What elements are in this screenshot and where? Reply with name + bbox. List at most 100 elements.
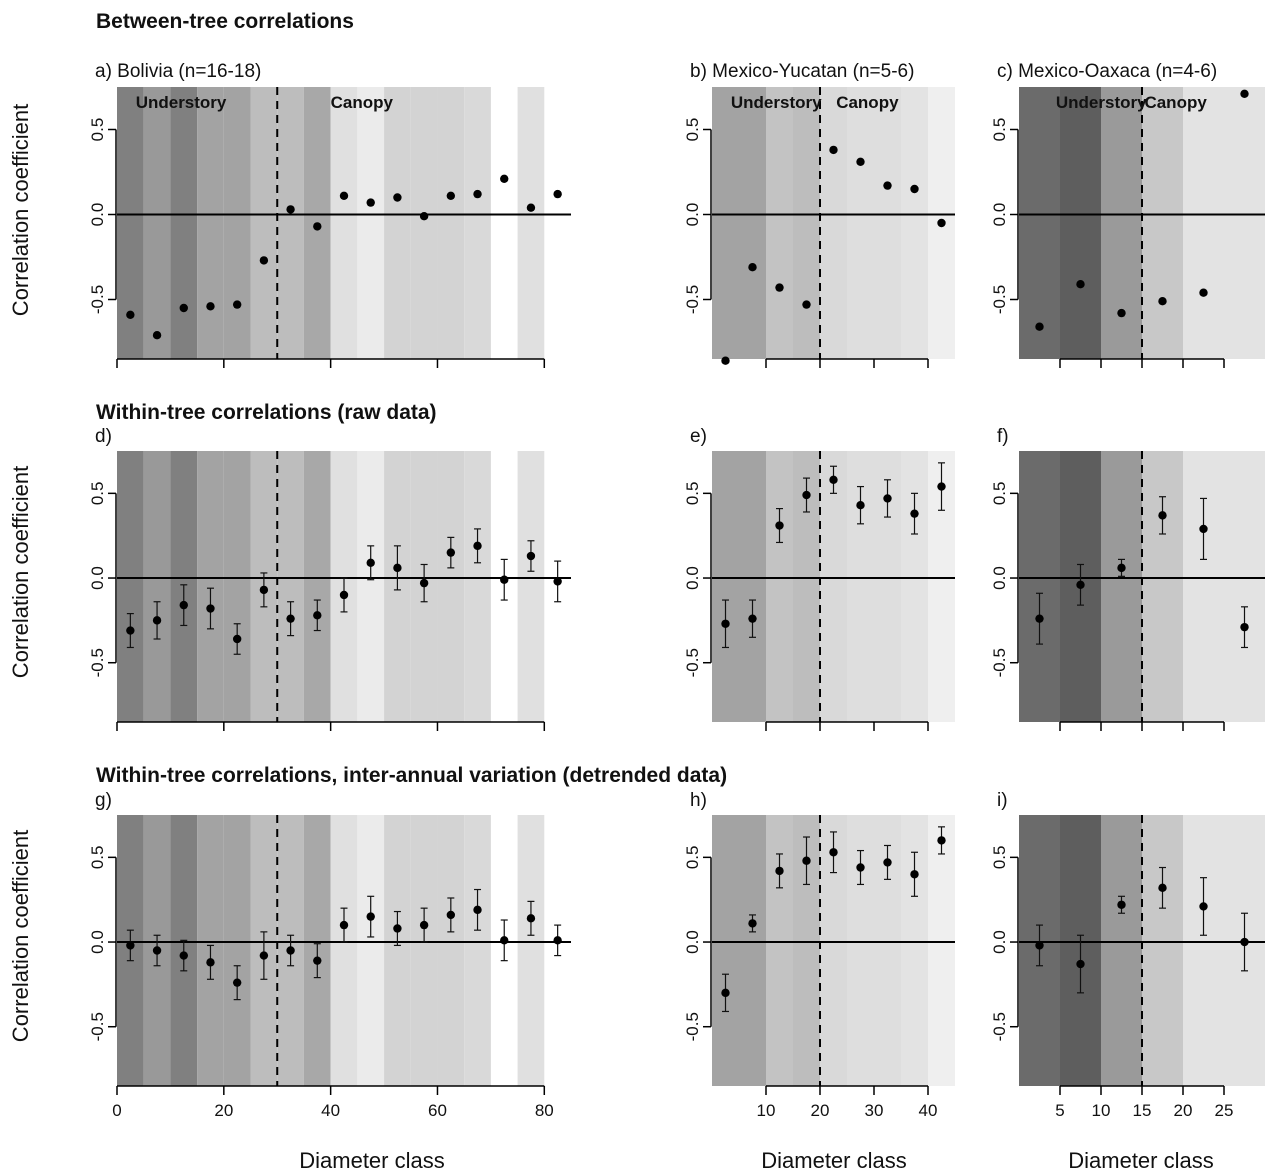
background-band [1183, 451, 1224, 722]
background-band [1101, 87, 1142, 359]
x-tick-label: 40 [321, 1101, 340, 1120]
panel-label-c: c) Mexico-Oaxaca (n=4-6) [997, 61, 1217, 82]
data-point [910, 509, 919, 518]
y-tick-label: -0.5 [683, 648, 702, 677]
panel-i: i) -0.5 0.0 0.5 5 10 15 20 25 [990, 790, 1265, 1120]
background-band [384, 815, 411, 1086]
data-point [500, 174, 509, 183]
data-point [1035, 941, 1044, 950]
data-point [526, 203, 536, 212]
x-tick-label: 40 [919, 1101, 938, 1120]
y-tick-label: -0.5 [990, 1012, 1009, 1041]
y-tick-label: 0.5 [88, 482, 107, 506]
data-point [206, 302, 215, 311]
background-band [1224, 87, 1265, 359]
data-point [152, 331, 162, 340]
panel-label-h: h) [690, 790, 707, 811]
data-point [313, 611, 322, 620]
data-point [856, 863, 865, 872]
background-band [410, 87, 438, 359]
y-tick-label: 0.0 [683, 203, 702, 227]
y-tick-label: 0.5 [683, 482, 702, 506]
background-band [303, 451, 331, 722]
background-band [384, 87, 411, 359]
data-point [259, 585, 269, 595]
data-point [126, 941, 135, 950]
data-point [366, 198, 375, 207]
background-band [1142, 451, 1183, 722]
background-band [1019, 451, 1060, 722]
background-band [1142, 815, 1183, 1086]
data-point [446, 910, 456, 920]
data-point [152, 616, 162, 625]
background-band [410, 815, 438, 1086]
background-band [1224, 451, 1265, 722]
data-point [1199, 524, 1208, 534]
data-point [1035, 614, 1044, 623]
background-band [739, 87, 766, 359]
zone-label-canopy: Canopy [1144, 93, 1207, 112]
y-tick-label: -0.5 [88, 285, 107, 314]
background-band [277, 451, 304, 722]
ylabel-row1: Correlation coefficient [8, 104, 33, 316]
data-point [286, 205, 295, 214]
y-tick-label: 0.0 [88, 203, 107, 227]
data-point [1199, 902, 1208, 911]
background-band [464, 451, 491, 722]
background-band [1019, 87, 1060, 359]
data-point [419, 578, 429, 588]
data-point [910, 870, 919, 879]
data-point [313, 956, 322, 965]
background-band [197, 451, 224, 722]
background-band [437, 87, 465, 359]
row-title-between-tree: Between-tree correlations [96, 10, 354, 33]
background-band [517, 815, 545, 1086]
background-band [464, 815, 491, 1086]
data-point [179, 951, 188, 960]
data-point [232, 300, 242, 309]
background-band [223, 87, 251, 359]
data-point [1158, 511, 1167, 520]
background-band [143, 451, 171, 722]
y-tick-label: 0.5 [990, 118, 1009, 142]
data-point [419, 920, 429, 930]
background-band [223, 451, 251, 722]
data-point [856, 501, 865, 510]
data-point [1076, 959, 1085, 969]
background-band [437, 451, 465, 722]
data-point [829, 145, 838, 155]
data-point [473, 541, 482, 551]
panel-label-d: d) [95, 426, 112, 447]
data-point [775, 866, 784, 876]
ylabel-row2: Correlation coefficient [8, 466, 33, 678]
x-tick-label: 20 [214, 1101, 233, 1120]
data-point [802, 490, 811, 500]
data-point [802, 856, 811, 865]
x-tick-label: 30 [865, 1101, 884, 1120]
background-band [766, 451, 793, 722]
data-point [1076, 280, 1085, 289]
background-band [739, 451, 766, 722]
x-tick-label: 10 [1092, 1101, 1111, 1120]
data-point [126, 626, 135, 635]
y-tick-label: 0.5 [683, 118, 702, 142]
data-point [286, 614, 295, 623]
background-band [1060, 87, 1101, 359]
background-band [1183, 87, 1224, 359]
y-tick-label: 0.5 [683, 846, 702, 870]
zone-label-understory: Understory [136, 93, 227, 112]
y-tick-label: -0.5 [990, 648, 1009, 677]
data-point [1240, 622, 1249, 632]
data-point [179, 600, 188, 610]
data-point [829, 475, 838, 484]
data-point [553, 189, 562, 199]
panel-e: e) -0.5 0.0 0.5 [683, 426, 955, 731]
data-point [313, 222, 322, 231]
y-tick-label: 0.5 [88, 846, 107, 870]
background-band [197, 87, 224, 359]
data-point [339, 191, 349, 200]
x-tick-label: 25 [1215, 1101, 1234, 1120]
data-point [126, 310, 135, 319]
background-band [820, 87, 847, 359]
background-band [1101, 815, 1142, 1086]
